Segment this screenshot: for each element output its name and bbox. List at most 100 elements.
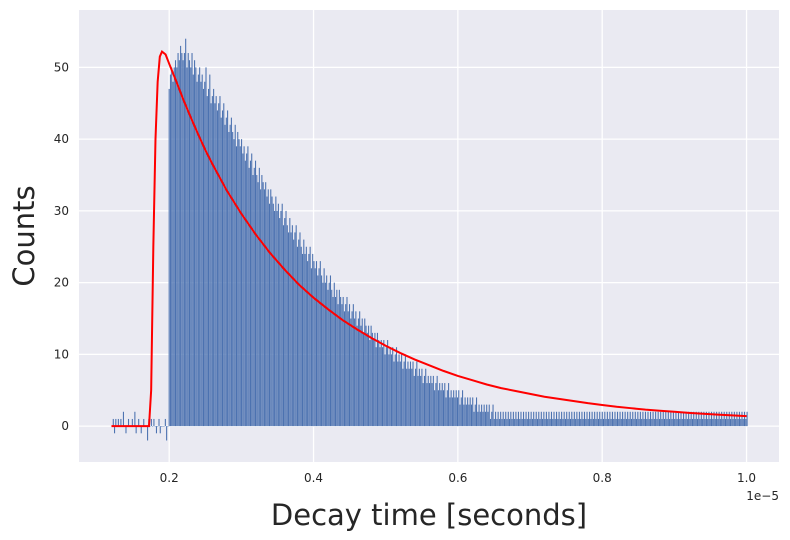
histogram-bar xyxy=(528,411,530,427)
histogram-bar xyxy=(521,418,523,427)
x-axis-title: Decay time [seconds] xyxy=(271,498,587,532)
histogram-bar xyxy=(539,418,541,427)
histogram-bar xyxy=(445,397,447,427)
histogram-bar xyxy=(665,411,667,427)
histogram-bar xyxy=(271,196,273,427)
histogram-bar xyxy=(500,411,502,427)
histogram-bar xyxy=(586,411,588,427)
histogram-bar xyxy=(735,418,737,427)
histogram-bar xyxy=(200,81,202,427)
histogram-bar xyxy=(375,347,377,427)
histogram-bar xyxy=(244,160,246,427)
histogram-bar xyxy=(163,426,165,427)
histogram-bar xyxy=(661,418,663,427)
histogram-bar xyxy=(473,411,475,427)
histogram-bar xyxy=(656,418,658,427)
histogram-bar xyxy=(437,390,439,427)
histogram-bar xyxy=(239,146,241,427)
histogram-bar xyxy=(509,418,511,427)
histogram-bar xyxy=(580,418,582,427)
histogram-bar xyxy=(379,347,381,427)
histogram-bar xyxy=(684,418,686,427)
histogram-bar xyxy=(403,361,405,427)
histogram-bar xyxy=(439,383,441,427)
histogram-bar xyxy=(688,411,690,427)
histogram-bar xyxy=(708,411,710,427)
histogram-bar xyxy=(201,74,203,427)
y-tick-labels: 0 10 20 30 40 50 xyxy=(54,60,69,433)
histogram-bar xyxy=(638,418,640,427)
histogram-bar xyxy=(266,196,268,427)
histogram-bar xyxy=(125,426,127,434)
histogram-bar xyxy=(647,411,649,427)
histogram-bar xyxy=(487,411,489,427)
histogram-bar xyxy=(465,404,467,427)
histogram-bar xyxy=(370,325,372,427)
histogram-bar xyxy=(328,282,330,427)
histogram-bar xyxy=(342,296,344,427)
histogram-bar xyxy=(237,131,239,427)
x-scale-label: 1e−5 xyxy=(746,489,779,503)
histogram-bar xyxy=(450,390,452,427)
histogram-bar xyxy=(257,182,259,427)
histogram-bar xyxy=(211,96,213,427)
histogram-bar xyxy=(740,418,742,427)
histogram-bar xyxy=(726,411,728,427)
histogram-bar xyxy=(511,418,513,427)
histogram-bar xyxy=(531,418,533,427)
histogram-bar xyxy=(360,325,362,427)
histogram-bar xyxy=(663,418,666,427)
histogram-bar xyxy=(462,390,464,427)
histogram-bar xyxy=(559,418,561,427)
histogram-bar xyxy=(444,383,446,427)
histogram-bar xyxy=(230,117,232,427)
histogram-bar xyxy=(176,67,178,427)
histogram-bar xyxy=(538,411,540,427)
histogram-bar xyxy=(341,304,343,427)
histogram-bar xyxy=(291,225,293,427)
histogram-bar xyxy=(216,110,218,427)
histogram-bar xyxy=(307,261,309,427)
histogram-bar xyxy=(338,289,340,427)
y-tick-label: 20 xyxy=(54,276,69,290)
histogram-bars xyxy=(111,38,748,441)
histogram-bar xyxy=(411,368,413,427)
histogram-bar xyxy=(318,268,320,427)
histogram-bar xyxy=(331,289,333,427)
histogram-bar xyxy=(727,418,729,427)
histogram-bar xyxy=(395,347,398,427)
histogram-bar xyxy=(220,117,222,427)
histogram-bar xyxy=(728,411,730,427)
histogram-bar xyxy=(721,411,723,427)
histogram-bar xyxy=(262,182,264,427)
histogram-bar xyxy=(218,103,220,427)
histogram-bar xyxy=(394,354,396,427)
y-tick-label: 10 xyxy=(54,347,69,361)
histogram-bar xyxy=(343,311,345,427)
histogram-bar xyxy=(644,411,646,427)
histogram-bar xyxy=(351,311,353,427)
histogram-bar xyxy=(469,397,471,427)
histogram-bar xyxy=(714,418,716,427)
histogram-bar xyxy=(488,404,490,427)
histogram-bar xyxy=(583,411,586,427)
histogram-bar xyxy=(415,368,417,427)
histogram-bar xyxy=(526,418,528,427)
histogram-bar xyxy=(312,253,314,427)
histogram-bar xyxy=(674,418,676,427)
x-tick-label: 1.0 xyxy=(737,471,756,485)
histogram-bar xyxy=(265,182,267,427)
histogram-bar xyxy=(432,375,434,427)
histogram-bar xyxy=(694,418,696,427)
histogram-bar xyxy=(300,246,302,427)
histogram-bar xyxy=(470,404,472,427)
histogram-bar xyxy=(164,418,166,427)
histogram-bar xyxy=(140,426,142,434)
histogram-bar xyxy=(272,203,274,427)
histogram-bar xyxy=(505,411,507,427)
histogram-bar xyxy=(376,332,379,427)
histogram-bar xyxy=(634,411,636,427)
histogram-bar xyxy=(484,411,486,427)
histogram-bar xyxy=(392,347,394,427)
histogram-bar xyxy=(172,81,174,427)
